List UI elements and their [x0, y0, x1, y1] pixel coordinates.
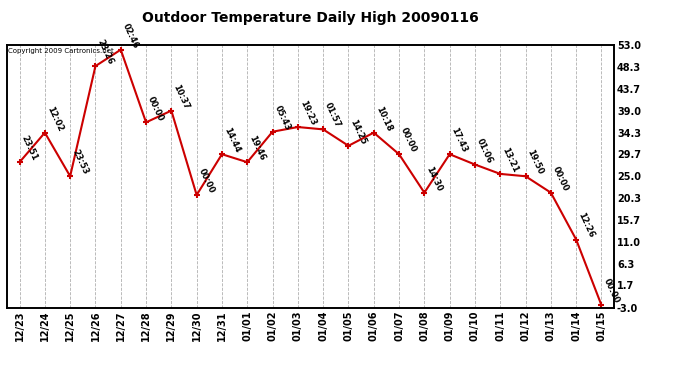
Text: 13:21: 13:21 [500, 146, 520, 174]
Text: 05:43: 05:43 [273, 104, 292, 132]
Text: 00:00: 00:00 [602, 278, 621, 305]
Text: 14:44: 14:44 [222, 126, 242, 154]
Text: 23:53: 23:53 [70, 148, 90, 176]
Text: 17:43: 17:43 [450, 126, 469, 154]
Text: 01:06: 01:06 [475, 136, 494, 165]
Text: Copyright 2009 Cartronics.net: Copyright 2009 Cartronics.net [8, 48, 113, 54]
Text: 10:18: 10:18 [374, 105, 393, 133]
Text: 00:00: 00:00 [551, 165, 570, 193]
Text: 00:00: 00:00 [146, 94, 166, 122]
Text: 23:26: 23:26 [95, 38, 115, 66]
Text: 23:51: 23:51 [19, 134, 39, 162]
Text: 12:02: 12:02 [45, 105, 64, 133]
Text: 00:00: 00:00 [399, 126, 418, 154]
Text: 19:50: 19:50 [526, 148, 545, 176]
Text: 19:46: 19:46 [247, 134, 267, 162]
Text: 12:26: 12:26 [576, 211, 595, 240]
Text: 19:23: 19:23 [298, 99, 317, 127]
Text: 02:46: 02:46 [121, 22, 140, 50]
Text: 01:57: 01:57 [323, 102, 342, 129]
Text: 14:30: 14:30 [424, 165, 444, 193]
Text: 14:25: 14:25 [348, 118, 368, 146]
Text: 00:00: 00:00 [197, 167, 216, 195]
Text: Outdoor Temperature Daily High 20090116: Outdoor Temperature Daily High 20090116 [142, 11, 479, 25]
Text: 10:37: 10:37 [171, 83, 190, 111]
